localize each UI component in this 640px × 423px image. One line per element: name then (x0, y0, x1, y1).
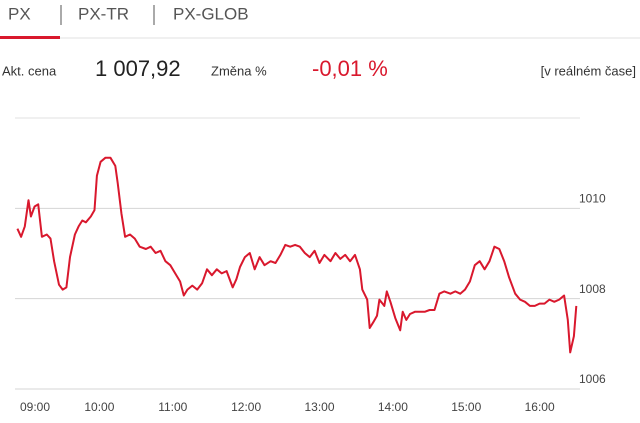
x-tick-label: 13:00 (304, 400, 334, 414)
tab[interactable]: PX-GLOB (173, 4, 249, 23)
x-tick-label: 09:00 (20, 400, 50, 414)
price: 1 007,92 (95, 56, 181, 81)
price-line (16, 156, 578, 354)
tab[interactable]: PX-TR (78, 4, 129, 23)
x-tick-label: 14:00 (378, 400, 408, 414)
price-label: Akt. cena (2, 63, 57, 78)
x-tick-label: 15:00 (451, 400, 481, 414)
y-tick-label: 1010 (579, 192, 606, 206)
change-label: Změna % (211, 63, 267, 78)
y-tick-label: 1006 (579, 372, 606, 386)
x-tick-label: 11:00 (158, 400, 187, 414)
x-tick-label: 16:00 (525, 400, 555, 414)
change: -0,01 % (312, 56, 388, 81)
x-tick-label: 12:00 (231, 400, 261, 414)
mode: [v reálném čase] (541, 63, 636, 78)
x-tick-label: 10:00 (84, 400, 114, 414)
tab[interactable]: PX (8, 4, 31, 23)
active-tab-indicator (0, 36, 60, 39)
y-tick-label: 1008 (579, 282, 606, 296)
